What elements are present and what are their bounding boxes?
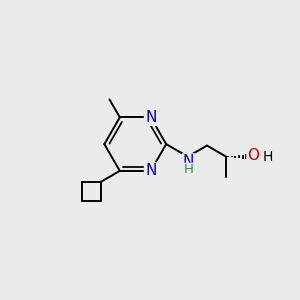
Text: N: N: [183, 154, 194, 169]
Text: O: O: [248, 148, 260, 163]
Text: N: N: [145, 110, 156, 125]
Text: N: N: [145, 164, 156, 178]
Text: H: H: [184, 164, 194, 176]
Text: H: H: [262, 150, 272, 164]
